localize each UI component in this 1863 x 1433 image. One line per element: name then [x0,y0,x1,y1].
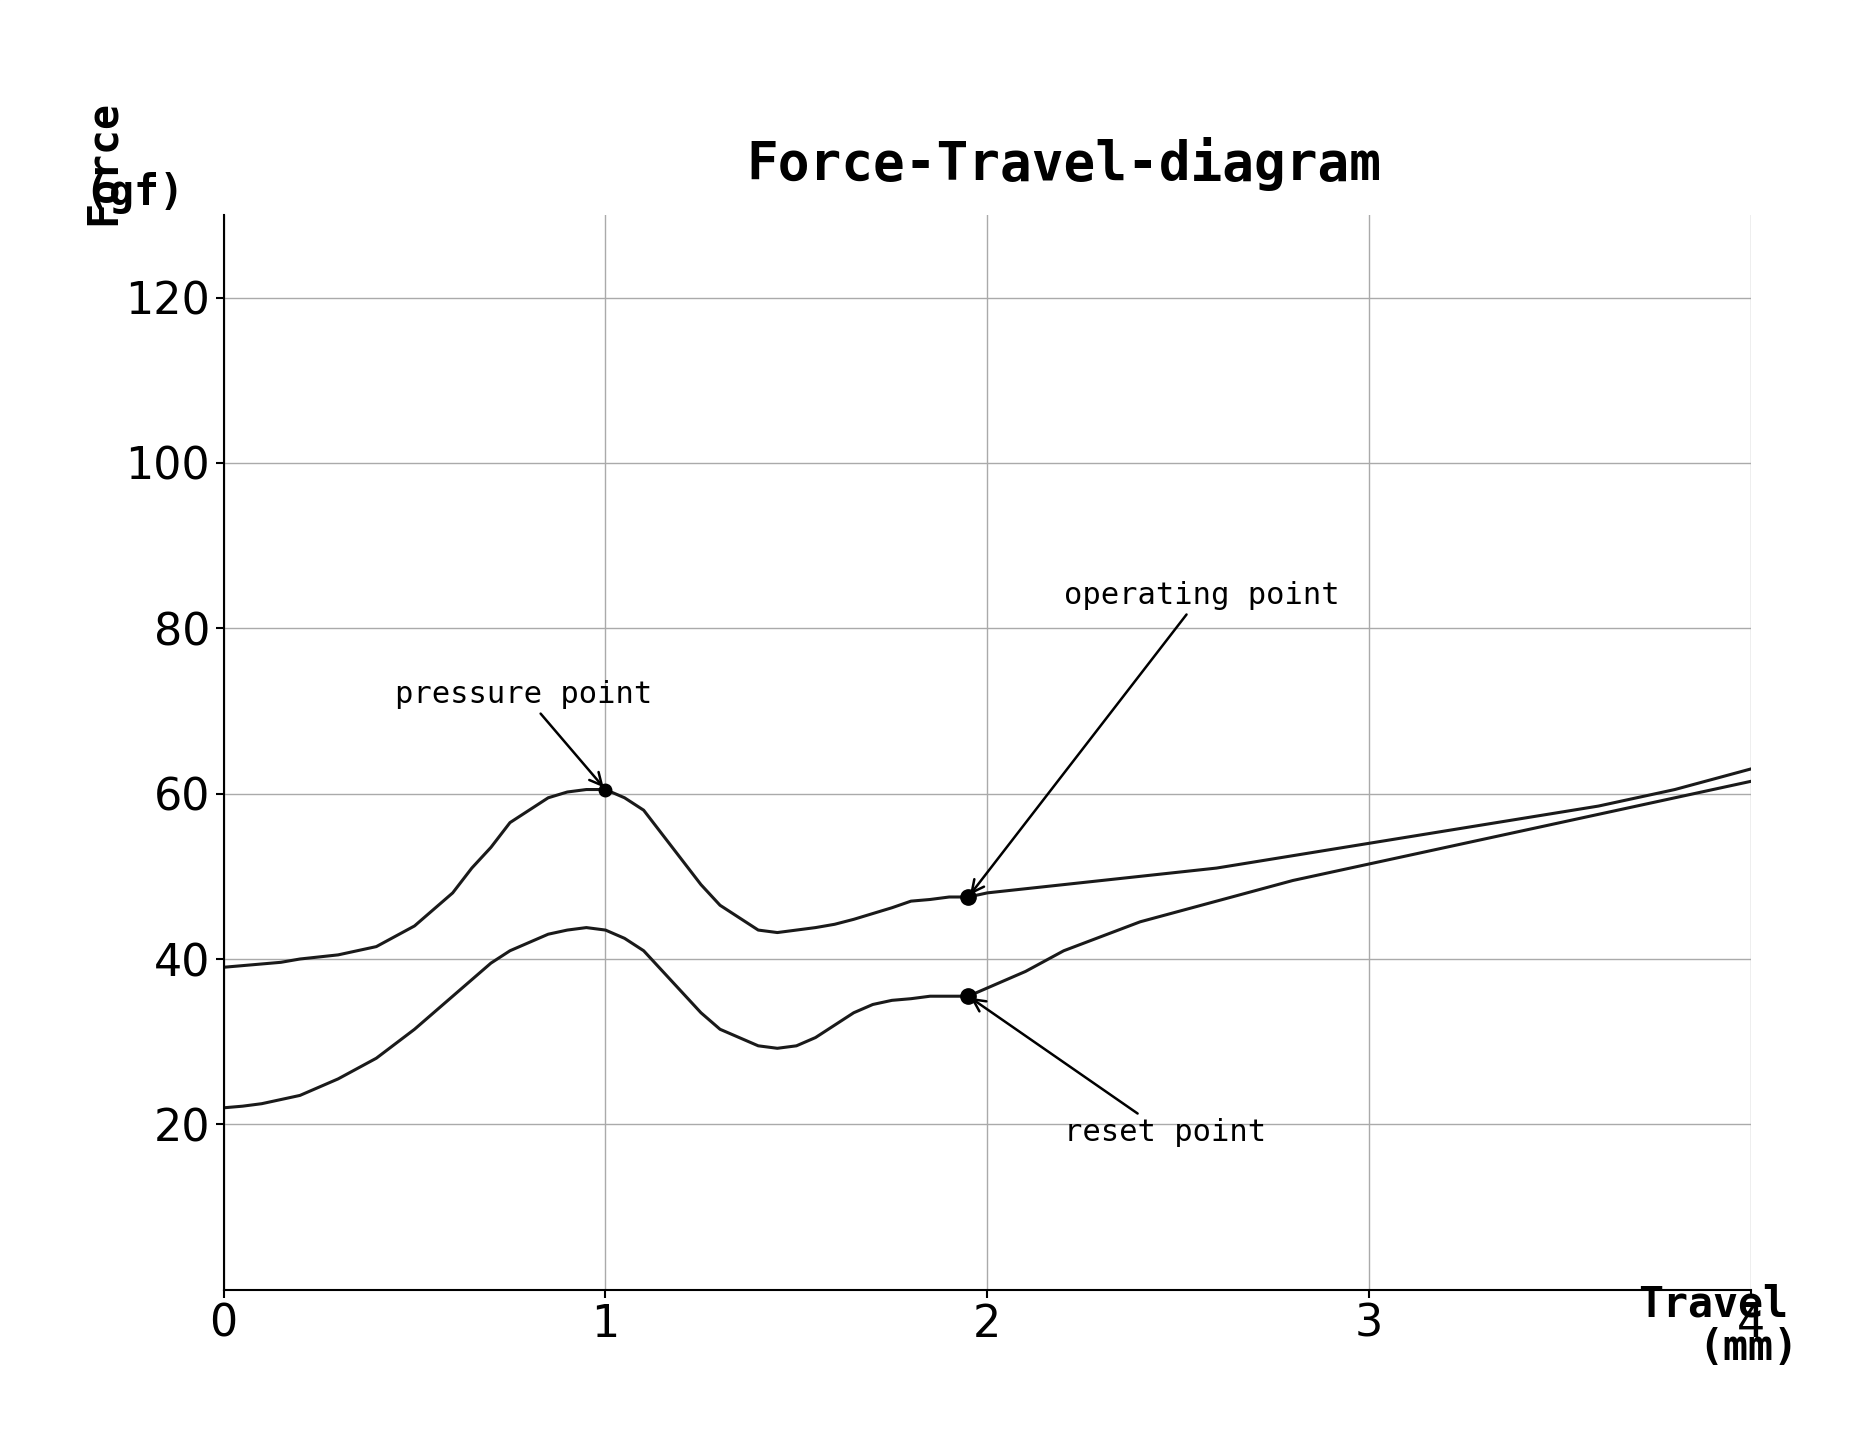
Text: pressure point: pressure point [395,679,652,785]
Text: (mm): (mm) [1697,1327,1798,1369]
Title: Force‐Travel‐diagram: Force‐Travel‐diagram [747,138,1380,191]
Text: Travel: Travel [1638,1284,1788,1326]
Text: reset point: reset point [972,999,1265,1146]
Text: Force: Force [82,100,123,225]
Text: operating point: operating point [972,580,1339,893]
Text: (gf): (gf) [84,172,184,214]
